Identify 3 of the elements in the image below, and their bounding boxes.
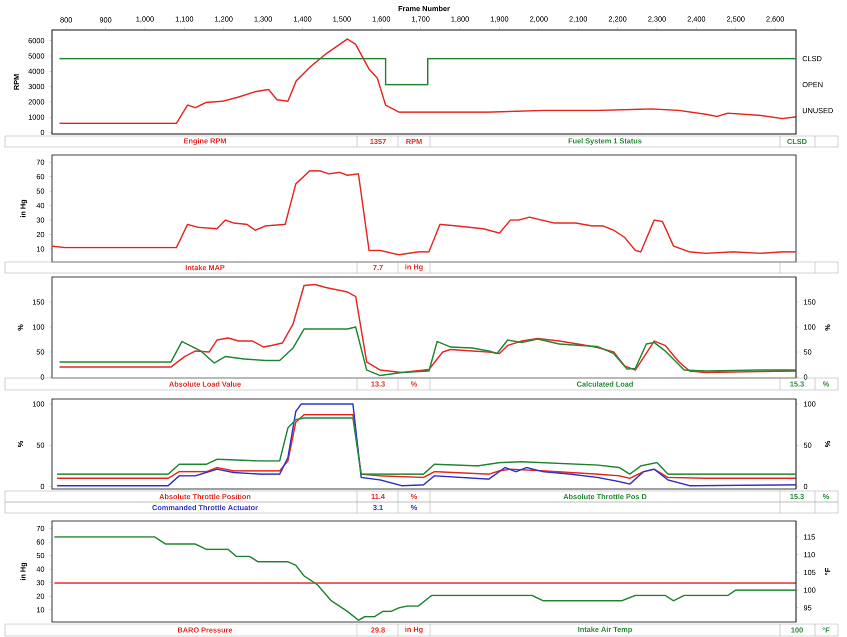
line-series bbox=[58, 284, 796, 374]
line-series bbox=[52, 170, 796, 256]
line-series bbox=[56, 403, 796, 486]
